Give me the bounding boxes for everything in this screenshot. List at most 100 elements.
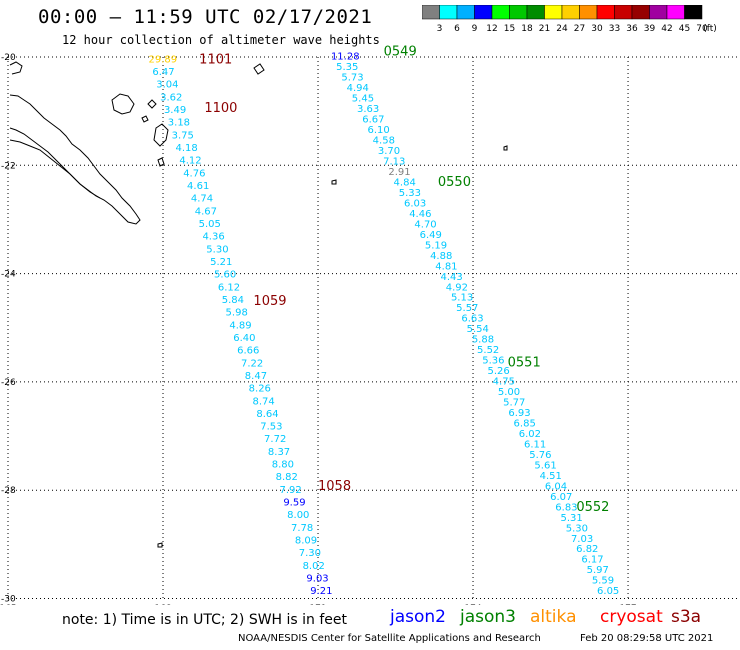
coastline-inner [9, 139, 101, 199]
legend-label-9: 9 [472, 24, 478, 34]
swh-value: 6.85 [514, 418, 536, 429]
swh-value: 4.67 [195, 206, 217, 217]
satellite-jason2: jason2 [390, 607, 446, 627]
swh-value: 9.21 [310, 586, 332, 597]
island-small-1 [141, 115, 149, 123]
swh-value: 4.70 [414, 219, 436, 230]
swh-value: 5.77 [503, 398, 525, 409]
swh-value: 5.13 [451, 293, 473, 304]
swh-value: 9.03 [306, 574, 328, 585]
lon-label: 177 [619, 604, 636, 605]
swh-value: 4.18 [175, 143, 197, 154]
swh-value: 11.28 [331, 52, 360, 63]
swh-value: 8.64 [256, 409, 278, 420]
swh-value: 5.30 [206, 244, 228, 255]
lon-label: 165 [0, 604, 17, 605]
lat-label: -22 [1, 161, 16, 171]
swh-value: 5.54 [467, 324, 489, 335]
swh-value: 3.62 [160, 92, 182, 103]
note-text: note: 1) Time is in UTC; 2) SWH is in fe… [62, 612, 348, 628]
island-loyalty-2 [147, 99, 157, 109]
swh-value: 6.02 [519, 429, 541, 440]
swh-value: 5.26 [487, 366, 509, 377]
swh-value: 6.07 [550, 492, 572, 503]
swh-value: 5.05 [199, 219, 221, 230]
lat-lon-grid [7, 56, 740, 600]
lon-label: 174 [464, 604, 481, 605]
legend-swatch-70 [684, 5, 703, 20]
swh-value: 4.92 [446, 282, 468, 293]
swh-value: 5.76 [529, 450, 551, 461]
legend-label-12: 12 [486, 24, 497, 34]
pass-time-label: 0552 [576, 500, 609, 515]
swh-value: 8.82 [276, 472, 298, 483]
swh-value: 5.45 [352, 94, 374, 105]
swh-value: 6.47 [152, 67, 174, 78]
swh-value: 7.78 [291, 523, 313, 534]
swh-value: 3.75 [172, 130, 194, 141]
swh-value: 5.57 [456, 303, 478, 314]
island-small-2 [157, 157, 165, 167]
pass-time-label: 1059 [253, 294, 286, 309]
footer-timestamp: Feb 20 08:29:58 UTC 2021 [580, 633, 714, 644]
swh-value: 3.49 [164, 105, 186, 116]
altimeter-tracks: 29.896.473.043.623.493.183.754.184.124.7… [149, 44, 620, 597]
legend-label-15: 15 [504, 24, 515, 34]
legend-label-42: 42 [661, 24, 672, 34]
legend-label-45: 45 [679, 24, 690, 34]
swh-value: 4.36 [202, 232, 224, 243]
legend-label-6: 6 [454, 24, 460, 34]
coastline-mainland [9, 94, 141, 225]
swh-value: 3.18 [168, 118, 190, 129]
swh-value: 5.88 [472, 335, 494, 346]
swh-value: 7.92 [279, 485, 301, 496]
swh-value: 5.31 [561, 513, 583, 524]
legend-label-18: 18 [521, 24, 533, 34]
swh-value: 6.12 [218, 282, 240, 293]
swh-value: 5.35 [336, 62, 358, 73]
lat-label: -28 [1, 486, 16, 496]
footer-credit: NOAA/NESDIS Center for Satellite Applica… [238, 633, 541, 644]
swh-value: 4.51 [540, 471, 562, 482]
swh-value: 4.12 [179, 156, 201, 167]
swh-value: 6.66 [237, 346, 259, 357]
lat-label: -24 [1, 270, 16, 280]
lat-label: -30 [1, 595, 16, 605]
island-small-3 [331, 179, 337, 185]
legend-label-27: 27 [574, 24, 585, 34]
swh-value: 4.61 [187, 181, 209, 192]
swh-value: 5.84 [222, 295, 244, 306]
island-small-4 [503, 145, 508, 151]
legend-unit: (ft) [703, 24, 717, 34]
swh-value: 6.49 [420, 230, 442, 241]
swh-value: 6.67 [362, 115, 384, 126]
island-small-north [253, 63, 265, 75]
legend-label-24: 24 [556, 24, 568, 34]
wave-height-map: -20 -22 -24 -26 -28 -30165 168 171 174 177 29.89 6… [0, 44, 740, 605]
swh-value: 4.94 [347, 83, 369, 94]
satellite-cryosat: cryosat [600, 607, 663, 627]
swh-value: 5.60 [214, 270, 236, 281]
swh-value: 8.47 [245, 371, 267, 382]
swh-value: 5.36 [482, 356, 504, 367]
satellite-jason3: jason3 [460, 607, 516, 627]
pass-time-label: 1100 [204, 101, 237, 116]
lat-label: -26 [1, 378, 16, 388]
map-subtitle: 12 hour collection of altimeter wave hei… [62, 33, 380, 47]
pass-time-label: 0550 [438, 175, 471, 190]
swh-value: 7.53 [260, 422, 282, 433]
island-loyalty-3 [153, 123, 169, 147]
swh-value: 3.04 [156, 80, 178, 91]
legend-label-3: 3 [437, 24, 443, 34]
legend-label-33: 33 [609, 24, 620, 34]
coastline-north [9, 61, 23, 75]
axis-labels: -20 -22 -24 -26 -28 -30165 168 171 174 177 [0, 53, 637, 605]
legend-label-39: 39 [644, 24, 656, 34]
swh-value: 8.02 [303, 561, 325, 572]
swh-value: 8.00 [287, 510, 309, 521]
island-loyalty-1 [111, 93, 135, 115]
swh-value: 5.61 [534, 460, 556, 471]
map-title: 00:00 – 11:59 UTC 02/17/2021 [38, 6, 373, 28]
legend-label-36: 36 [626, 24, 638, 34]
swh-value: 5.73 [341, 73, 363, 84]
